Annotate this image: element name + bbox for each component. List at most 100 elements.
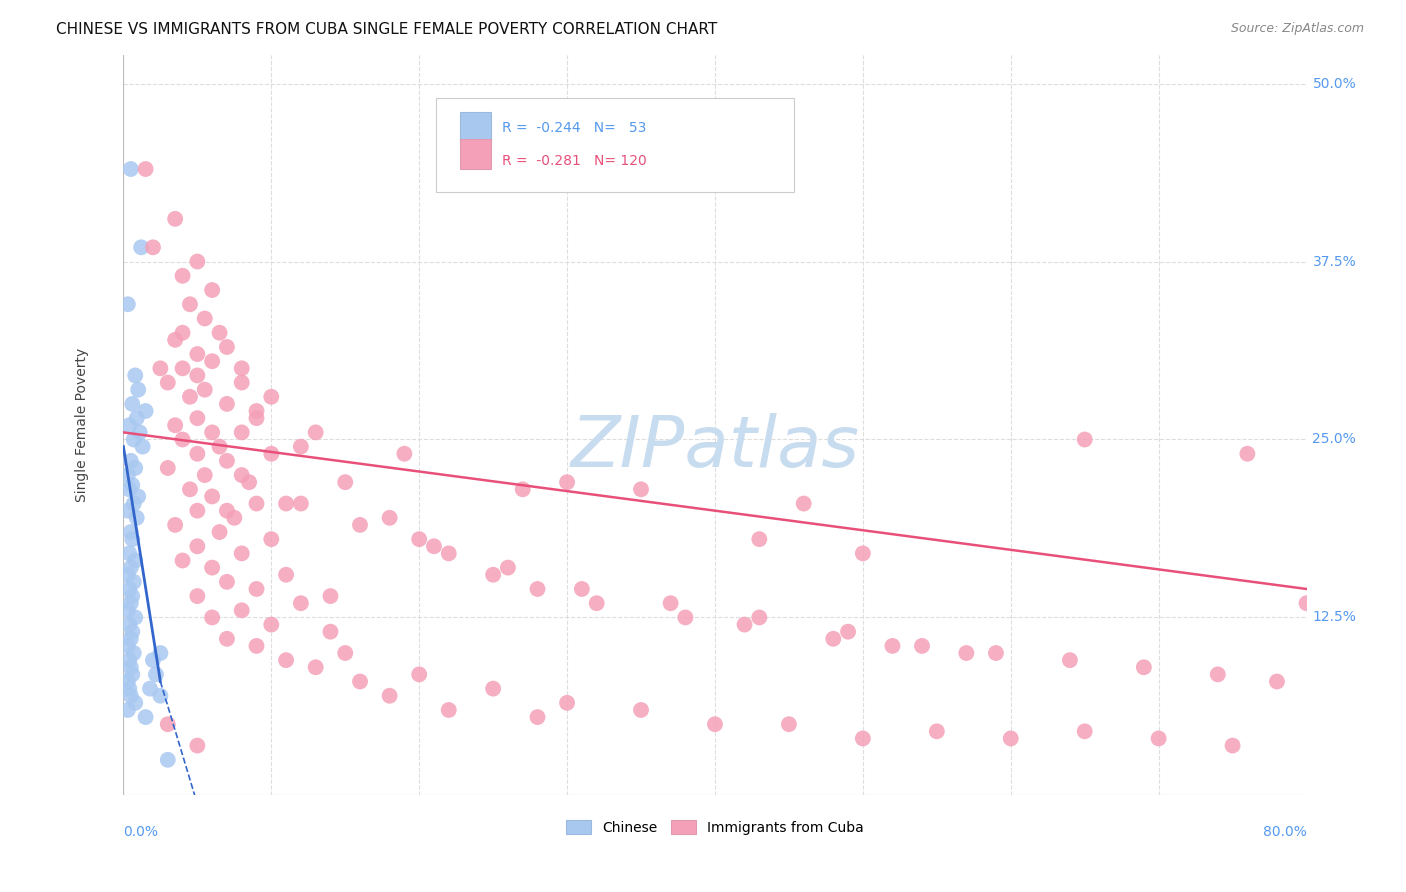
- Point: [335, 475, 357, 490]
- Point: [118, 653, 141, 667]
- Point: [555, 475, 578, 490]
- Point: [122, 433, 145, 447]
- Point: [165, 211, 187, 226]
- Point: [526, 582, 548, 596]
- Point: [186, 254, 208, 268]
- Point: [165, 333, 187, 347]
- Point: [124, 696, 146, 710]
- Point: [224, 510, 246, 524]
- Text: 12.5%: 12.5%: [1312, 610, 1357, 624]
- Point: [120, 596, 142, 610]
- Point: [120, 689, 142, 703]
- Point: [231, 361, 253, 376]
- Point: [121, 532, 143, 546]
- Point: [231, 603, 253, 617]
- Point: [186, 411, 208, 425]
- Point: [231, 546, 253, 560]
- Point: [238, 475, 260, 490]
- Point: [145, 667, 167, 681]
- Point: [215, 397, 238, 411]
- Point: [117, 639, 139, 653]
- Point: [1073, 724, 1095, 739]
- Point: [290, 440, 312, 454]
- Point: [208, 326, 231, 340]
- Text: 0.0%: 0.0%: [124, 825, 159, 839]
- Point: [349, 517, 371, 532]
- Point: [156, 376, 179, 390]
- Point: [423, 539, 446, 553]
- Text: Source: ZipAtlas.com: Source: ZipAtlas.com: [1230, 22, 1364, 36]
- Point: [194, 468, 217, 483]
- Point: [215, 504, 238, 518]
- Point: [793, 497, 815, 511]
- Point: [778, 717, 800, 731]
- Point: [437, 546, 460, 560]
- Point: [1073, 433, 1095, 447]
- Point: [984, 646, 1007, 660]
- Point: [135, 404, 157, 418]
- Point: [127, 490, 149, 504]
- Point: [118, 681, 141, 696]
- Point: [118, 546, 141, 560]
- Point: [149, 361, 172, 376]
- Point: [1265, 674, 1288, 689]
- Point: [121, 478, 143, 492]
- Point: [124, 610, 146, 624]
- Point: [408, 667, 430, 681]
- Point: [142, 653, 165, 667]
- Point: [139, 681, 162, 696]
- Point: [1222, 739, 1244, 753]
- Point: [335, 646, 357, 660]
- Point: [120, 454, 142, 468]
- Point: [172, 268, 194, 283]
- Point: [245, 404, 267, 418]
- Point: [482, 567, 505, 582]
- Point: [120, 632, 142, 646]
- Point: [194, 311, 217, 326]
- Point: [124, 553, 146, 567]
- Point: [128, 425, 150, 440]
- Text: R =  -0.244   N=   53: R = -0.244 N= 53: [502, 120, 647, 135]
- Point: [260, 532, 283, 546]
- Text: 25.0%: 25.0%: [1312, 433, 1357, 447]
- Point: [118, 418, 141, 433]
- Point: [121, 624, 143, 639]
- Point: [231, 468, 253, 483]
- Point: [215, 340, 238, 354]
- Point: [201, 610, 224, 624]
- Point: [117, 703, 139, 717]
- Point: [555, 696, 578, 710]
- Text: 80.0%: 80.0%: [1263, 825, 1306, 839]
- Point: [274, 567, 297, 582]
- Point: [245, 582, 267, 596]
- Point: [571, 582, 593, 596]
- Point: [120, 660, 142, 674]
- Point: [125, 411, 148, 425]
- Point: [437, 703, 460, 717]
- Point: [125, 510, 148, 524]
- Text: R =  -0.281   N= 120: R = -0.281 N= 120: [502, 153, 647, 168]
- Point: [179, 297, 201, 311]
- Point: [1295, 596, 1317, 610]
- Point: [319, 624, 342, 639]
- Point: [124, 368, 146, 383]
- Point: [186, 504, 208, 518]
- Point: [305, 660, 328, 674]
- Point: [925, 724, 948, 739]
- Text: ZIPatlas: ZIPatlas: [571, 413, 859, 482]
- Point: [245, 497, 267, 511]
- Point: [215, 632, 238, 646]
- Point: [172, 433, 194, 447]
- Point: [837, 624, 859, 639]
- Point: [127, 383, 149, 397]
- Point: [201, 283, 224, 297]
- Point: [748, 610, 770, 624]
- Point: [208, 440, 231, 454]
- Point: [201, 560, 224, 574]
- Point: [659, 596, 682, 610]
- Point: [149, 646, 172, 660]
- Point: [156, 717, 179, 731]
- Point: [215, 574, 238, 589]
- Point: [201, 490, 224, 504]
- Point: [156, 753, 179, 767]
